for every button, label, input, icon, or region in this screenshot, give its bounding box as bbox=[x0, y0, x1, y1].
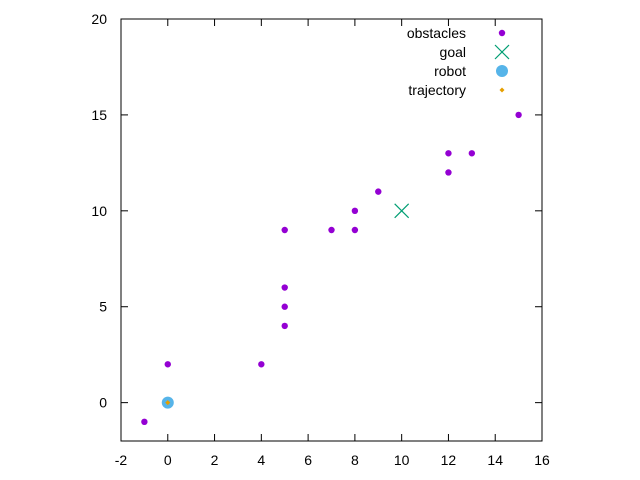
obstacles-point bbox=[375, 188, 382, 195]
x-tick-label: 0 bbox=[164, 452, 172, 468]
x-tick-label: 6 bbox=[304, 452, 312, 468]
legend-marker-robot bbox=[496, 65, 508, 77]
y-tick-label: 20 bbox=[91, 11, 107, 27]
y-tick-label: 10 bbox=[91, 203, 107, 219]
legend-marker-goal bbox=[494, 44, 510, 60]
x-tick-label: -2 bbox=[115, 452, 128, 468]
obstacles-point bbox=[281, 303, 288, 310]
x-tick-label: 8 bbox=[351, 452, 359, 468]
legend-marker-trajectory bbox=[499, 87, 505, 93]
goal-point bbox=[394, 203, 410, 219]
obstacles-point bbox=[515, 111, 522, 119]
legend-label-robot: robot bbox=[434, 63, 466, 79]
obstacles-point bbox=[351, 226, 359, 234]
obstacles-point bbox=[468, 150, 476, 157]
obstacles-point bbox=[281, 284, 288, 291]
obstacles-point bbox=[164, 361, 171, 368]
obstacles-point bbox=[445, 150, 452, 157]
x-tick-label: 4 bbox=[257, 452, 265, 468]
x-tick-label: 12 bbox=[441, 452, 457, 468]
legend-label-obstacles: obstacles bbox=[407, 25, 466, 41]
axis-ticks bbox=[120, 18, 543, 441]
goal-point-stroke bbox=[394, 203, 410, 219]
data-points bbox=[141, 111, 522, 426]
obstacles-point bbox=[281, 226, 288, 234]
obstacles-point bbox=[281, 322, 288, 330]
legend: obstacles goal robot trajectory bbox=[407, 25, 510, 98]
legend-marker-obstacles bbox=[498, 29, 506, 37]
plot-frame bbox=[120, 18, 543, 442]
obstacles-point bbox=[351, 207, 359, 215]
y-tick-label: 5 bbox=[99, 299, 107, 315]
legend-label-trajectory: trajectory bbox=[408, 82, 466, 98]
legend-label-goal: goal bbox=[440, 44, 466, 60]
obstacles-point bbox=[141, 418, 148, 426]
x-tick-label: 10 bbox=[394, 452, 410, 468]
x-tick-label: 2 bbox=[211, 452, 219, 468]
legend-marker-goal-stroke bbox=[494, 44, 510, 60]
series-obstacles bbox=[141, 111, 522, 426]
y-tick-label: 15 bbox=[91, 107, 107, 123]
series-trajectory bbox=[165, 400, 171, 406]
obstacles-point bbox=[328, 226, 335, 234]
x-tick-label: 16 bbox=[534, 452, 550, 468]
axis-tick-labels: -2 0 2 4 6 8 10 12 14 16 0 5 10 15 20 bbox=[91, 11, 550, 468]
obstacles-point bbox=[445, 169, 452, 176]
series-goal bbox=[394, 203, 410, 219]
trajectory-point bbox=[165, 400, 171, 406]
obstacles-point bbox=[258, 361, 265, 368]
x-tick-label: 14 bbox=[487, 452, 503, 468]
y-tick-label: 0 bbox=[99, 395, 107, 411]
